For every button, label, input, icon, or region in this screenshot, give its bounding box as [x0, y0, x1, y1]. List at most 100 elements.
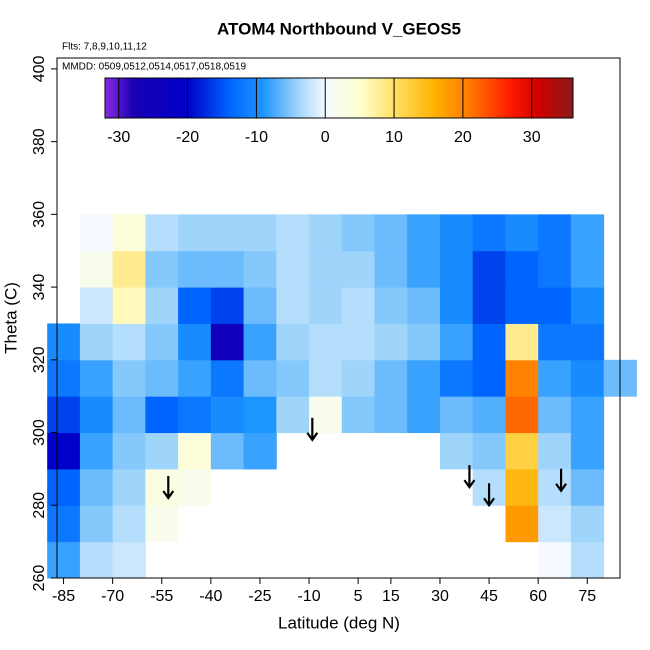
colorbar-tick-label: -20	[176, 129, 199, 146]
heat-cell	[79, 432, 114, 470]
heat-cell	[505, 505, 539, 543]
arrow	[555, 468, 567, 493]
y-tick-label: 360	[31, 201, 48, 228]
heat-cell	[112, 214, 146, 252]
heat-cell	[47, 396, 81, 434]
y-tick-label: 300	[31, 419, 48, 446]
chart-title: ATOM4 Northbound V_GEOS5	[217, 19, 461, 38]
heat-cell	[243, 214, 277, 252]
heat-cell	[472, 250, 506, 288]
heat-cell	[243, 359, 277, 397]
colorbar-tick-label: 30	[523, 129, 541, 146]
heat-cell	[538, 432, 572, 470]
x-tick-label: 5	[354, 588, 363, 605]
colorbar-segment	[325, 78, 361, 118]
heat-cell	[538, 250, 572, 288]
annotation: MMDD: 0509,0512,0514,0517,0518,0519	[62, 62, 246, 73]
colorbar-segment	[469, 78, 512, 118]
heat-cell	[309, 396, 343, 434]
heat-cell	[472, 323, 506, 361]
heat-cell	[505, 396, 539, 434]
heat-cell	[538, 468, 572, 506]
heat-cell	[439, 214, 474, 252]
heat-cell	[210, 396, 245, 434]
heat-cell	[439, 359, 474, 397]
subtitle: Flts: 7,8,9,10,11,12	[62, 42, 147, 53]
y-tick-label: 380	[31, 128, 48, 155]
colorbar-segment	[435, 78, 471, 118]
heat-cell	[112, 432, 146, 470]
heat-cell	[341, 287, 376, 324]
heat-cell	[145, 505, 179, 543]
heat-cell	[570, 250, 605, 288]
heat-cell	[210, 287, 245, 324]
heat-cell	[243, 323, 277, 361]
heat-cell	[538, 541, 572, 579]
heat-cell	[309, 359, 343, 397]
heat-cell	[439, 323, 474, 361]
heat-cell	[570, 541, 605, 579]
arrow	[483, 483, 495, 508]
heat-cell	[79, 287, 114, 324]
x-tick-label: -40	[199, 588, 222, 605]
colorbar-tick-label: 0	[321, 129, 330, 146]
y-tick-label: 280	[31, 492, 48, 519]
heat-cell	[47, 323, 81, 361]
heat-cell	[243, 396, 277, 434]
heat-cell	[79, 505, 114, 543]
heat-cell	[309, 250, 343, 288]
heat-cell	[47, 468, 81, 506]
heat-cell	[79, 323, 114, 361]
heat-cell	[178, 432, 212, 470]
heat-cell	[112, 250, 146, 288]
heat-cell	[47, 505, 81, 543]
heat-cell	[178, 396, 212, 434]
x-tick-label: -10	[297, 588, 320, 605]
heat-cell	[538, 323, 572, 361]
colorbar-segment	[187, 78, 230, 118]
heat-cell	[538, 505, 572, 543]
heat-cell	[538, 359, 572, 397]
x-tick-label: -25	[248, 588, 271, 605]
heat-cell	[178, 287, 212, 324]
arrow	[306, 417, 319, 442]
heat-cell	[112, 468, 146, 506]
heat-cell	[276, 359, 310, 397]
x-axis-label: Latitude (deg N)	[278, 613, 400, 632]
heat-cell	[472, 396, 506, 434]
heat-cell	[407, 359, 441, 397]
heat-cell	[407, 250, 441, 288]
x-tick-label: -85	[52, 588, 75, 605]
heat-cell	[145, 359, 179, 397]
heat-cell	[570, 214, 605, 252]
heat-cell	[243, 432, 277, 470]
heat-cell	[505, 468, 539, 506]
x-tick-label: 45	[480, 588, 498, 605]
heat-cell	[210, 214, 245, 252]
heat-cell	[112, 359, 146, 397]
heat-cell	[276, 396, 310, 434]
heat-cell	[47, 359, 81, 397]
heat-cell	[112, 396, 146, 434]
colorbar-segment	[132, 78, 188, 118]
heat-cell	[145, 287, 179, 324]
heat-cell	[178, 214, 212, 252]
heat-cell	[47, 432, 81, 470]
y-tick-label: 260	[31, 565, 48, 592]
heat-cell	[407, 323, 441, 361]
heat-cell	[439, 287, 474, 324]
heat-cell	[243, 250, 277, 288]
heat-cell	[309, 323, 343, 361]
colorbar-tick-label: -10	[245, 129, 268, 146]
colorbar-segment	[263, 78, 299, 118]
heat-cell	[341, 323, 376, 361]
heat-cell	[145, 396, 179, 434]
heat-cell	[374, 287, 408, 324]
heat-cell	[570, 323, 605, 361]
colorbar-segment	[394, 78, 436, 118]
heat-cell	[439, 396, 474, 434]
heat-cell	[145, 250, 179, 288]
colorbar-segment	[297, 78, 326, 118]
heat-cell	[178, 468, 212, 506]
heat-cell	[276, 214, 310, 252]
